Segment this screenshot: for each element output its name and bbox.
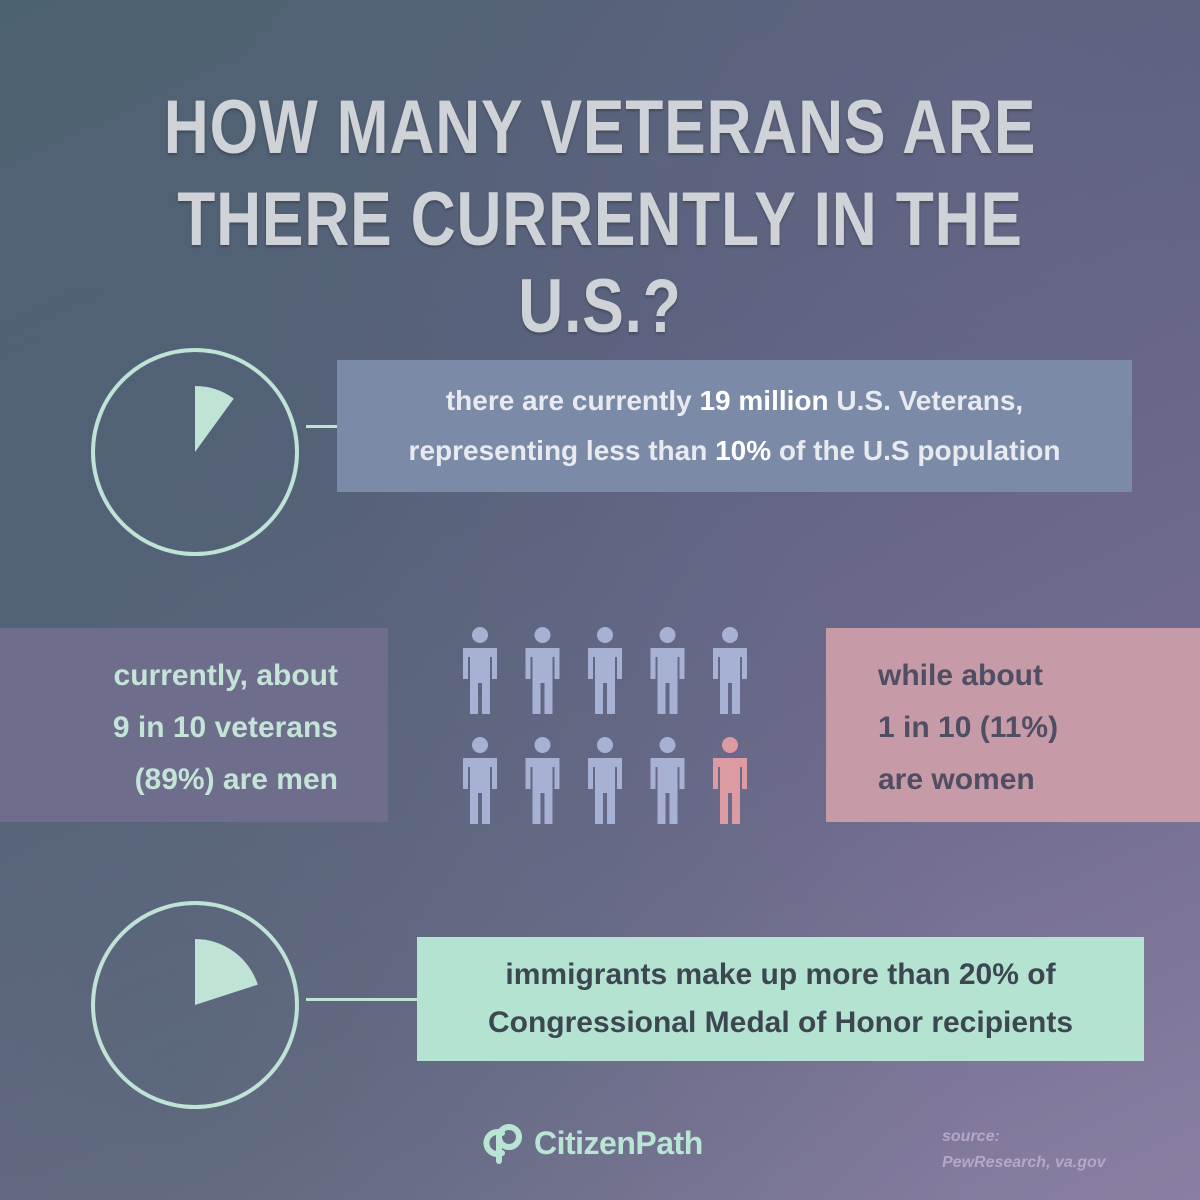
men-line-3: (89%) are men bbox=[134, 763, 338, 796]
woman-icon bbox=[713, 737, 747, 824]
page-title-line-2: THERE CURRENTLY IN THE U.S.? bbox=[177, 177, 1023, 349]
man-icon bbox=[713, 627, 747, 714]
population-share-pie-chart bbox=[91, 348, 299, 556]
text-segment: U.S. Veterans, bbox=[828, 385, 1024, 416]
immigrant-share-slice bbox=[195, 939, 258, 1005]
women-line-3: are women bbox=[878, 763, 1035, 796]
page-title-line-1: HOW MANY VETERANS ARE bbox=[163, 85, 1037, 170]
veterans-count-callout: there are currently 19 million U.S. Vete… bbox=[337, 360, 1132, 492]
highlight-percent: 10% bbox=[715, 435, 772, 466]
highlight-percent: 20% bbox=[958, 958, 1019, 991]
text-segment: representing less than bbox=[408, 435, 716, 466]
callout-line-2: representing less than 10% of the U.S po… bbox=[337, 426, 1132, 476]
man-icon bbox=[463, 627, 497, 714]
man-icon bbox=[650, 737, 685, 824]
source-value: PewResearch, va.gov bbox=[942, 1154, 1106, 1171]
source-note: source: PewResearch, va.gov bbox=[942, 1124, 1106, 1176]
text-segment: of bbox=[1018, 958, 1056, 991]
men-line-2: 9 in 10 veterans bbox=[112, 711, 338, 744]
text-segment: of the U.S population bbox=[771, 435, 1061, 466]
women-share-callout: while about 1 in 10 (11%) are women bbox=[826, 628, 1200, 822]
connector-line bbox=[306, 998, 418, 1001]
connector-line bbox=[306, 425, 338, 428]
text-segment: immigrants make up more than bbox=[505, 958, 959, 991]
text-segment: there are currently bbox=[445, 385, 700, 416]
man-icon bbox=[525, 627, 560, 714]
highlight-number: 19 million bbox=[699, 385, 829, 416]
callout-line-1: there are currently 19 million U.S. Vete… bbox=[337, 376, 1132, 426]
callout-line-1: immigrants make up more than 20% of bbox=[417, 951, 1144, 999]
citizenpath-logo: CitizenPath bbox=[476, 1121, 703, 1165]
man-icon bbox=[525, 737, 560, 824]
women-line-1: while about bbox=[878, 659, 1043, 692]
men-share-callout: currently, about 9 in 10 veterans (89%) … bbox=[0, 628, 388, 822]
source-label: source: bbox=[942, 1128, 1000, 1145]
man-icon bbox=[588, 627, 622, 714]
immigrant-share-callout: immigrants make up more than 20% of Cong… bbox=[417, 937, 1144, 1061]
man-icon bbox=[463, 737, 497, 824]
pie-outline bbox=[91, 901, 299, 1109]
logo-wordmark: CitizenPath bbox=[534, 1124, 703, 1161]
medal-of-honor-share-pie-chart bbox=[91, 901, 299, 1109]
men-line-1: currently, about bbox=[113, 659, 338, 692]
citizenpath-logo-icon bbox=[483, 1124, 522, 1164]
pie-outline bbox=[91, 348, 299, 556]
callout-line-2: Congressional Medal of Honor recipients bbox=[487, 1006, 1074, 1039]
man-icon bbox=[650, 627, 685, 714]
man-icon bbox=[588, 737, 622, 824]
veterans-share-slice bbox=[195, 386, 234, 452]
women-line-2: 1 in 10 (11%) bbox=[878, 711, 1059, 744]
